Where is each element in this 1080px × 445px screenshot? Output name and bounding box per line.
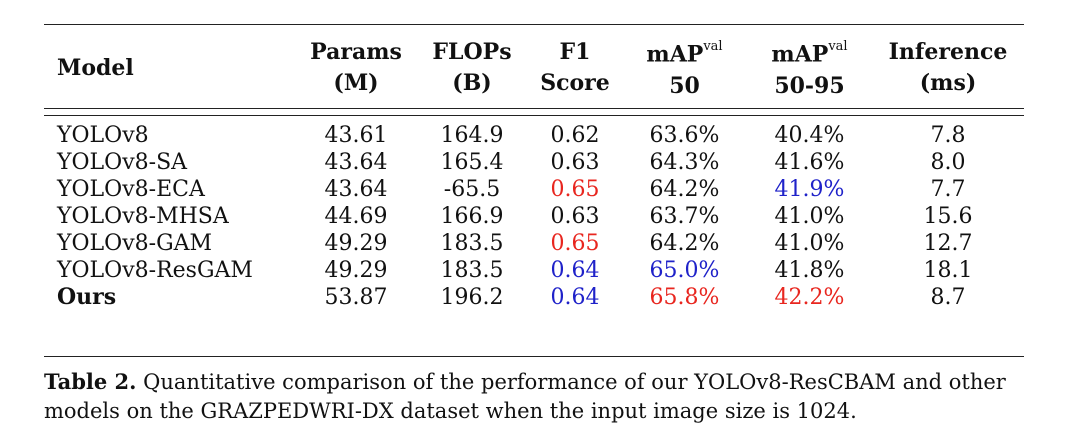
cell-model: YOLOv8-ResGAM [57, 258, 253, 283]
cell-inference: 7.7 [930, 177, 966, 202]
cell-flops: 196.2 [440, 285, 504, 310]
cell-inference: 15.6 [923, 204, 973, 229]
table-row: YOLOv8-MHSA 44.69 166.9 0.63 63.7% 41.0%… [44, 203, 1024, 230]
caption-text: Quantitative comparison of the performan… [44, 370, 1006, 423]
cell-map5095: 41.8% [774, 258, 845, 283]
cell-inference: 18.1 [923, 258, 973, 283]
cell-map5095: 41.6% [774, 150, 845, 175]
cell-map50: 64.2% [649, 177, 720, 202]
cell-f1: 0.65 [550, 177, 600, 202]
comparison-table: Model Params (M) FLOPs (B) F1 Score mAPval 5… [44, 24, 1024, 311]
header-inference: Inference (ms) [888, 39, 1008, 96]
table-row: YOLOv8-ResGAM 49.29 183.5 0.64 65.0% 41.… [44, 257, 1024, 284]
table-header-rule-1 [44, 108, 1024, 109]
cell-map5095: 41.0% [774, 204, 845, 229]
cell-model: YOLOv8-SA [57, 150, 188, 175]
cell-flops: 164.9 [440, 123, 504, 148]
cell-flops: -65.5 [443, 177, 501, 202]
cell-f1: 0.63 [550, 150, 600, 175]
cell-f1: 0.62 [550, 123, 600, 148]
cell-map5095: 42.2% [774, 285, 845, 310]
table-bottom-rule [44, 356, 1024, 357]
header-map50: mAPval 50 [646, 39, 723, 99]
cell-params: 43.61 [324, 123, 388, 148]
cell-flops: 165.4 [440, 150, 504, 175]
cell-model: YOLOv8 [57, 123, 149, 148]
cell-f1: 0.64 [550, 285, 600, 310]
cell-params: 43.64 [324, 150, 388, 175]
cell-f1: 0.64 [550, 258, 600, 283]
cell-model: YOLOv8-MHSA [57, 204, 229, 229]
table-row: YOLOv8-GAM 49.29 183.5 0.65 64.2% 41.0% … [44, 230, 1024, 257]
cell-f1: 0.63 [550, 204, 600, 229]
table-header-row: Model Params (M) FLOPs (B) F1 Score mAPval 5… [44, 24, 1024, 108]
cell-inference: 8.0 [930, 150, 966, 175]
cell-map50: 63.6% [649, 123, 720, 148]
header-model: Model [57, 54, 134, 81]
cell-f1: 0.65 [550, 231, 600, 256]
header-params: Params (M) [310, 39, 402, 96]
table-row: YOLOv8-ECA 43.64 -65.5 0.65 64.2% 41.9% … [44, 176, 1024, 203]
table-row: YOLOv8 43.61 164.9 0.62 63.6% 40.4% 7.8 [44, 108, 1024, 149]
header-map5095: mAPval 50-95 [771, 39, 848, 99]
cell-params: 49.29 [324, 258, 388, 283]
cell-map50: 64.2% [649, 231, 720, 256]
cell-map5095: 41.0% [774, 231, 845, 256]
table-top-rule [44, 24, 1024, 25]
cell-map50: 65.0% [649, 258, 720, 283]
table-row: YOLOv8-SA 43.64 165.4 0.63 64.3% 41.6% 8… [44, 149, 1024, 176]
cell-flops: 183.5 [440, 231, 504, 256]
cell-inference: 8.7 [930, 285, 966, 310]
cell-flops: 166.9 [440, 204, 504, 229]
table-row-ours: Ours 53.87 196.2 0.64 65.8% 42.2% 8.7 [44, 284, 1024, 311]
cell-params: 44.69 [324, 204, 388, 229]
cell-map5095: 40.4% [774, 123, 845, 148]
cell-model: YOLOv8-GAM [57, 231, 213, 256]
cell-map50: 65.8% [649, 285, 720, 310]
header-f1: F1 Score [540, 39, 610, 96]
cell-inference: 12.7 [923, 231, 973, 256]
cell-map5095: 41.9% [774, 177, 845, 202]
cell-map50: 63.7% [649, 204, 720, 229]
table-header-rule-2 [44, 115, 1024, 116]
cell-model: Ours [57, 284, 117, 310]
cell-model: YOLOv8-ECA [57, 177, 205, 202]
cell-params: 53.87 [324, 285, 388, 310]
caption-label: Table 2. [44, 369, 137, 394]
cell-map50: 64.3% [649, 150, 720, 175]
cell-params: 49.29 [324, 231, 388, 256]
cell-inference: 7.8 [930, 123, 966, 148]
table-caption: Table 2. Quantitative comparison of the … [44, 367, 1034, 426]
header-flops: FLOPs (B) [432, 39, 512, 96]
cell-flops: 183.5 [440, 258, 504, 283]
cell-params: 43.64 [324, 177, 388, 202]
